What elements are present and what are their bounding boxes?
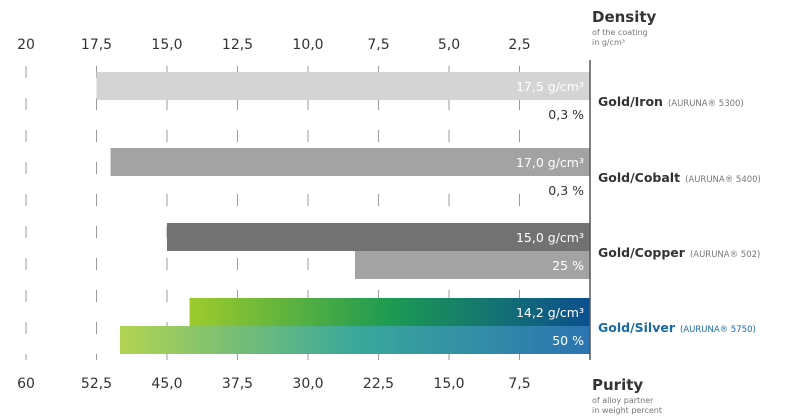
density-value-label: 17,5 g/cm³ [516,79,584,94]
bottom-tick-label: 52,5 [81,376,112,392]
density-value-label: 14,2 g/cm³ [516,305,584,320]
density-bar [189,298,590,326]
bottom-tick-label: 30,0 [292,376,323,392]
density-value-label: 15,0 g/cm³ [516,230,584,245]
bottom-tick-label: 7,5 [508,376,530,392]
density-bar [167,223,590,251]
bottom-axis-subtitle-2: in weight percent [592,406,662,415]
top-axis-title: Density [592,8,657,26]
top-tick-label: 15,0 [151,37,182,53]
purity-value-label: 25 % [552,258,584,273]
bottom-tick-label: 15,0 [433,376,464,392]
top-tick-label: 7,5 [367,37,389,53]
top-tick-label: 12,5 [222,37,253,53]
top-tick-label: 20 [17,37,35,53]
bottom-tick-label: 45,0 [151,376,182,392]
density-bar [110,148,590,176]
density-value-label: 17,0 g/cm³ [516,155,584,170]
top-tick-label: 17,5 [81,37,112,53]
category-labels: Gold/Iron (AURUNA® 5300) Gold/Cobalt (AURUN… [598,94,761,335]
purity-value-label: 0,3 % [548,107,584,122]
top-axis-subtitle-1: of the coating [592,28,648,37]
category-name: Gold/Cobalt [598,170,680,185]
top-tick-label: 2,5 [508,37,530,53]
purity-bar [355,251,590,279]
purity-value-label: 0,3 % [548,183,584,198]
category-product: (AURUNA® 5750) [680,325,756,335]
top-axis-subtitle-2: in g/cm³ [592,38,625,47]
top-tick-label: 10,0 [292,37,323,53]
purity-bar [120,326,590,354]
category-name: Gold/Silver [598,320,676,335]
bottom-tick-label: 37,5 [222,376,253,392]
purity-value-label: 50 % [552,333,584,348]
category-name: Gold/Iron [598,94,663,109]
category-product: (AURUNA® 502) [690,250,760,260]
category-product: (AURUNA® 5300) [668,99,744,109]
purity-bar [587,176,590,204]
bars-layer: 17,5 g/cm³ 0,3 % 17,0 g/cm³ 0,3 % 15,0 g/cm³… [96,72,590,354]
category-name: Gold/Copper [598,245,686,260]
category-product: (AURUNA® 5400) [685,175,761,185]
purity-bar [587,100,590,128]
bottom-tick-label: 22,5 [363,376,394,392]
bottom-tick-label: 60 [17,376,35,392]
top-axis-ticks: 20 17,5 15,0 12,5 10,0 7,5 5,0 2,5 [17,37,531,53]
bottom-axis-subtitle-1: of alloy partner [592,396,654,405]
bottom-axis-title: Purity [592,376,643,394]
density-bar [96,72,590,100]
bottom-axis-ticks: 60 52,5 45,0 37,5 30,0 22,5 15,0 7,5 [17,376,531,392]
top-tick-label: 5,0 [438,37,460,53]
